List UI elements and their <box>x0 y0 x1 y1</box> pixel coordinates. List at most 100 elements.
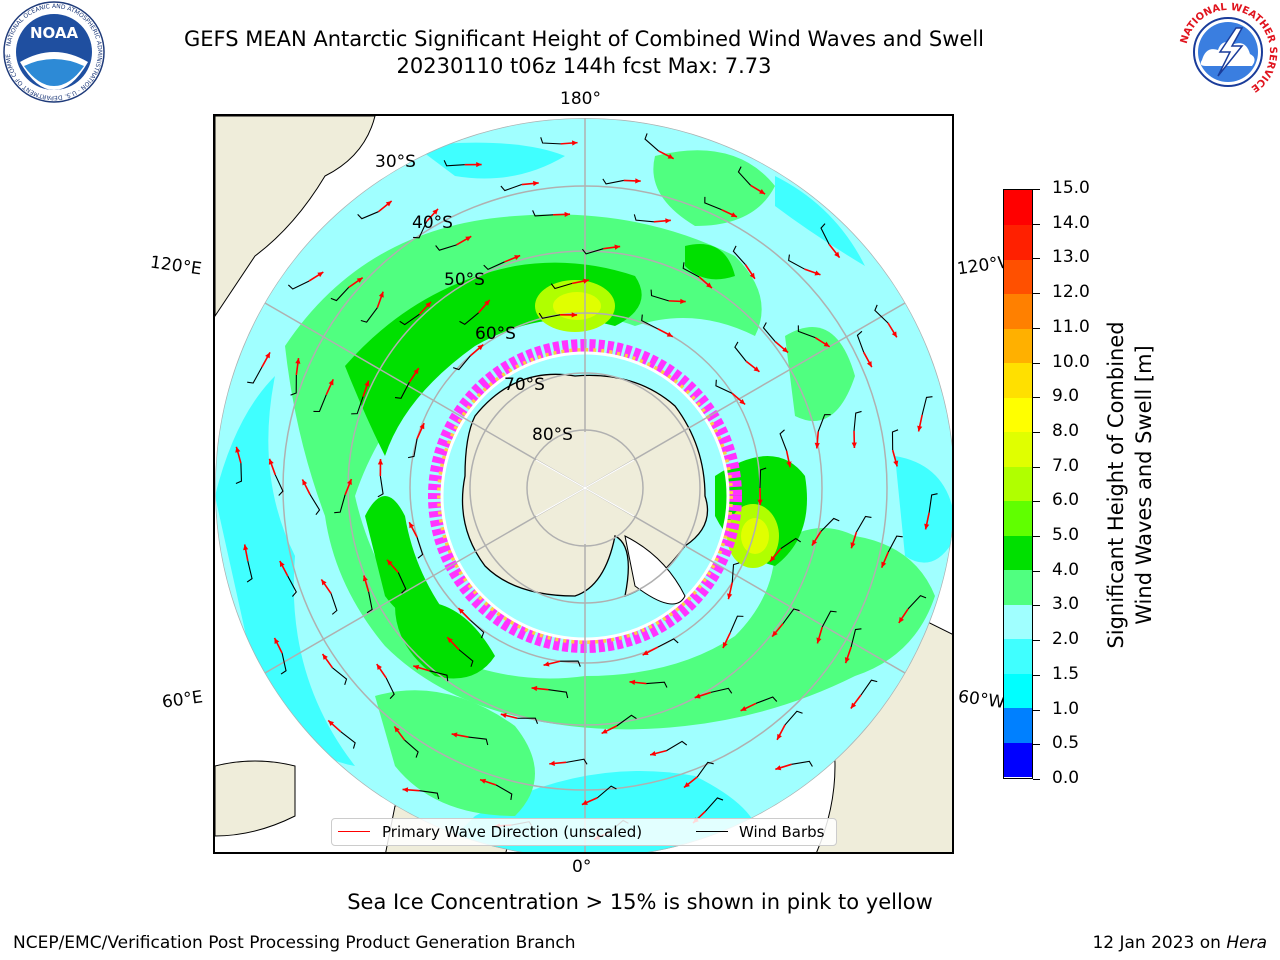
meridian-label-120e: 120°E <box>148 252 203 280</box>
meridian-label-0: 0° <box>572 857 592 877</box>
wave-arrow-head <box>814 270 821 276</box>
wave-arrow-head <box>394 726 400 733</box>
wave-arrow-head <box>480 778 487 784</box>
wave-arrow-head <box>667 153 674 159</box>
wind-barb <box>340 731 356 749</box>
wave-arrow-head <box>533 180 539 187</box>
colorbar-tickmark <box>1033 674 1040 676</box>
wave-arrow-head <box>419 423 425 430</box>
wave-arrow-head <box>279 561 285 568</box>
colorbar-tickmark <box>1033 362 1040 364</box>
wind-barb <box>850 628 862 648</box>
footer-date-text: 12 Jan 2023 on <box>1092 933 1227 953</box>
colorbar-label-line1: Significant Height of Combined <box>1104 321 1128 649</box>
legend-barb-label: Wind Barbs <box>739 823 825 841</box>
wave-arrow-head <box>816 637 822 644</box>
lat-label-70s: 70°S <box>504 375 545 395</box>
wind-barb <box>287 575 297 597</box>
wave-arrow-head <box>531 685 538 692</box>
wave-arrow-head <box>356 277 363 283</box>
wave-arrow-head <box>814 442 820 449</box>
colorbar-tick-label: 6.0 <box>1052 490 1080 511</box>
colorbar-segment <box>1004 535 1032 571</box>
wave-arrow-head <box>295 358 301 364</box>
colorbar-tickmark <box>1033 605 1040 607</box>
wind-barb <box>313 394 327 413</box>
wind-barb <box>247 366 263 384</box>
colorbar-tick-label: 9.0 <box>1052 386 1080 407</box>
colorbar-tick-label: 3.0 <box>1052 594 1080 615</box>
wind-barb <box>602 178 624 185</box>
wave-arrow-head <box>235 446 241 453</box>
colorbar-tick-label: 10.0 <box>1052 351 1090 372</box>
wave-arrow-head <box>866 361 872 368</box>
colorbar-segment <box>1004 190 1032 226</box>
wave-arrow-head <box>898 617 904 623</box>
wave-arrow-head <box>500 712 507 719</box>
wave-arrow-head <box>891 331 897 338</box>
nws-logo-icon: NATIONAL WEATHER SERVICE <box>1178 2 1278 102</box>
wind-barb <box>759 467 767 489</box>
wave-arrow-head <box>769 555 776 562</box>
wave-arrow-head <box>642 650 649 656</box>
wind-barb <box>853 410 862 432</box>
wind-barb <box>413 221 428 239</box>
wave-arrow-head <box>850 702 857 709</box>
wind-barb <box>921 396 933 416</box>
noaa-logo-icon: NOAA NATIONAL OCEANIC AND ATMOSPHERIC AD… <box>2 0 105 103</box>
wave-direction-arrows <box>235 140 930 841</box>
wind-barb <box>821 610 837 628</box>
colorbar-tickmark <box>1033 744 1040 746</box>
wave-arrow-head <box>409 522 415 529</box>
wind-barb <box>616 714 637 727</box>
wind-barb <box>755 696 778 704</box>
colorbar-tick-label: 5.0 <box>1052 525 1080 546</box>
wind-barb <box>483 261 505 270</box>
wind-barb <box>907 594 927 610</box>
wave-arrow-head <box>451 732 458 738</box>
wave-arrow-head <box>749 272 755 279</box>
wave-arrow-head <box>385 201 392 207</box>
wind-barb <box>443 160 465 167</box>
footer-credit: NCEP/EMC/Verification Post Processing Pr… <box>13 933 576 953</box>
wind-barb <box>820 223 830 245</box>
wind-barb <box>788 254 805 270</box>
wind-barb <box>360 307 378 323</box>
wave-arrow-head <box>268 458 274 465</box>
wave-arrow-head <box>328 379 334 386</box>
wave-arrow-head <box>924 523 930 530</box>
wave-arrow-head <box>465 236 472 242</box>
wave-arrow-head <box>850 542 856 549</box>
wave-arrow-head <box>328 720 335 726</box>
colorbar-tickmark <box>1033 536 1040 538</box>
wind-barb <box>548 689 569 699</box>
wind-barb <box>762 322 776 342</box>
lat-label-50s: 50°S <box>444 270 485 290</box>
legend-wave-line <box>338 831 370 832</box>
wind-barb <box>560 660 581 667</box>
wind-barb <box>452 355 471 371</box>
wind-barb <box>235 463 243 485</box>
colorbar-tick-label: 1.0 <box>1052 698 1080 719</box>
wave-arrow-head <box>425 301 432 308</box>
svg-text:NOAA: NOAA <box>30 24 79 42</box>
wind-barb <box>429 670 449 682</box>
wind-barb <box>696 761 714 778</box>
meridian-label-180: 180° <box>560 89 601 109</box>
wind-barb <box>715 379 733 394</box>
wind-barb <box>500 184 522 192</box>
wind-barb <box>581 248 604 255</box>
colorbar-segment <box>1004 638 1032 674</box>
colorbar-segment <box>1004 604 1032 640</box>
wave-arrow-head <box>782 347 789 353</box>
wind-barb <box>538 312 561 319</box>
wind-barb <box>550 282 573 290</box>
wind-barb <box>820 517 840 532</box>
meridian-label-60w: 60°W <box>956 686 1007 714</box>
wave-arrow-head <box>317 272 324 278</box>
wave-arrow-head <box>378 291 384 298</box>
wind-barb <box>891 429 899 451</box>
wave-arrow-head <box>757 499 763 505</box>
sea-ice-note: Sea Ice Concentration > 15% is shown in … <box>347 890 933 914</box>
meridian-label-60e: 60°E <box>160 687 205 713</box>
